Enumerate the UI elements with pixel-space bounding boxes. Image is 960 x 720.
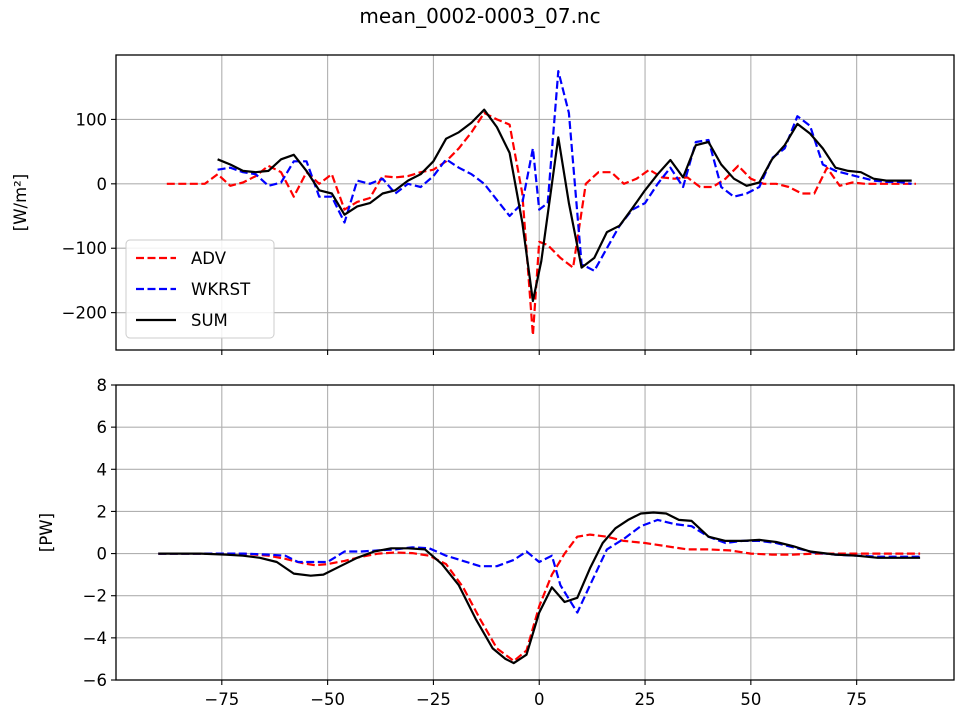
x-tick-label: −50 <box>310 690 345 709</box>
top-panel: −200 −100 0 100 [W/m²] ADV WKRST SUM <box>11 54 955 355</box>
y-tick-label: −2 <box>83 587 107 606</box>
axes-frame <box>115 384 955 681</box>
y-axis-label: [W/m²] <box>11 174 30 231</box>
legend-label-sum: SUM <box>191 311 228 330</box>
axes-frame <box>115 54 955 351</box>
x-tick-label: 0 <box>534 690 545 709</box>
y-tick-label: 8 <box>97 376 108 395</box>
series-group <box>158 511 921 665</box>
legend: ADV WKRST SUM <box>125 239 275 339</box>
x-tick-label: 50 <box>740 690 761 709</box>
series-line-sum <box>217 108 912 303</box>
y-tick-label: 4 <box>97 460 108 479</box>
legend-box <box>125 239 275 339</box>
x-tick-label: 75 <box>846 690 867 709</box>
y-tick-label: 6 <box>97 418 108 437</box>
y-tick-label: 0 <box>97 545 108 564</box>
series-line-adv <box>158 533 921 663</box>
series-group <box>166 69 916 337</box>
y-tick-label: −4 <box>83 629 107 648</box>
y-tick-label: −6 <box>83 671 107 690</box>
y-tick-label: 100 <box>76 110 108 129</box>
y-tick-label: −100 <box>62 239 107 258</box>
x-tick-label: −25 <box>416 690 451 709</box>
y-tick-label: 0 <box>97 175 108 194</box>
y-tick-label: −200 <box>62 304 107 323</box>
y-axis-label: [PW] <box>37 513 56 552</box>
series-line-wkrst <box>217 69 912 272</box>
x-tick-label: 25 <box>635 690 656 709</box>
legend-label-wkrst: WKRST <box>191 280 251 299</box>
bottom-panel: −75 −50 −25 0 25 50 75 −6 −4 −2 0 2 4 6 8 [PW] <box>37 376 955 709</box>
y-tick-label: 2 <box>97 502 108 521</box>
figure-title: mean_0002-0003_07.nc <box>359 4 600 28</box>
series-line-adv <box>166 111 916 337</box>
series-line-sum <box>158 511 921 665</box>
legend-label-adv: ADV <box>191 249 227 268</box>
x-tick-label: −75 <box>204 690 239 709</box>
